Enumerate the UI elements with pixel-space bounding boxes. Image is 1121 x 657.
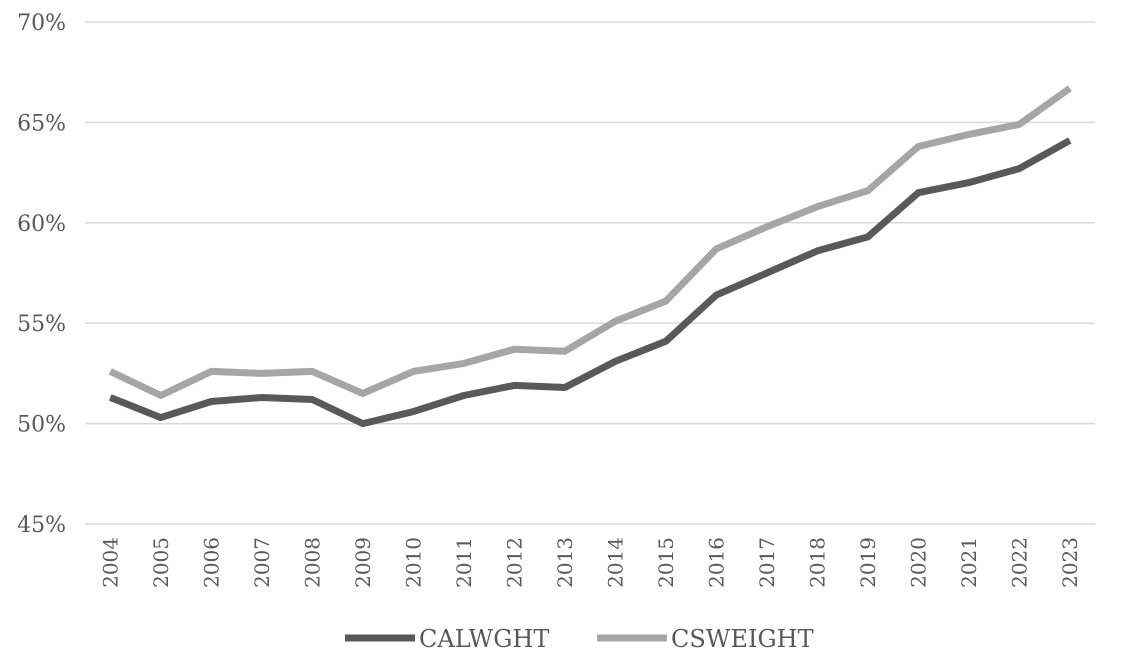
legend: CALWGHT CSWEIGHT [345, 625, 814, 653]
legend-label-calwght: CALWGHT [419, 625, 549, 653]
x-tick-label: 2005 [149, 537, 173, 588]
series-line-calwght [109, 137, 1072, 428]
x-tick-label: 2023 [1058, 537, 1082, 588]
x-tick-label: 2004 [98, 537, 122, 588]
x-tick-label: 2022 [1007, 537, 1031, 588]
x-tick-label: 2006 [199, 537, 223, 588]
y-tick-label: 55% [17, 312, 66, 337]
x-tick-label: 2007 [250, 537, 274, 588]
x-tick-label: 2017 [755, 537, 779, 588]
x-tick-label: 2013 [553, 537, 577, 588]
gridlines [85, 21, 1095, 525]
y-tick-label: 60% [17, 212, 66, 237]
y-tick-label: 70% [17, 11, 66, 36]
x-tick-label: 2014 [603, 537, 627, 588]
legend-label-csweight: CSWEIGHT [671, 625, 814, 653]
x-tick-label: 2015 [654, 537, 678, 588]
x-tick-label: 2021 [957, 537, 981, 588]
y-axis-ticks: 45% 50% 55% 60% 65% 70% [17, 11, 66, 538]
x-tick-label: 2018 [805, 537, 829, 588]
y-tick-label: 45% [17, 513, 66, 538]
x-tick-label: 2016 [704, 537, 728, 588]
x-tick-label: 2009 [351, 537, 375, 588]
y-tick-label: 50% [17, 413, 66, 438]
x-tick-label: 2010 [401, 537, 425, 588]
x-tick-label: 2019 [856, 537, 880, 588]
y-tick-label: 65% [17, 111, 66, 136]
x-tick-label: 2011 [452, 537, 476, 588]
x-tick-label: 2012 [502, 537, 526, 588]
x-axis-ticks: 2004 2005 2006 2007 2008 2009 2010 2011 2012 2013… [98, 537, 1082, 588]
series-line-csweight [108, 85, 1072, 399]
x-tick-label: 2020 [906, 537, 930, 588]
series-lines [108, 85, 1072, 428]
x-tick-label: 2008 [300, 537, 324, 588]
